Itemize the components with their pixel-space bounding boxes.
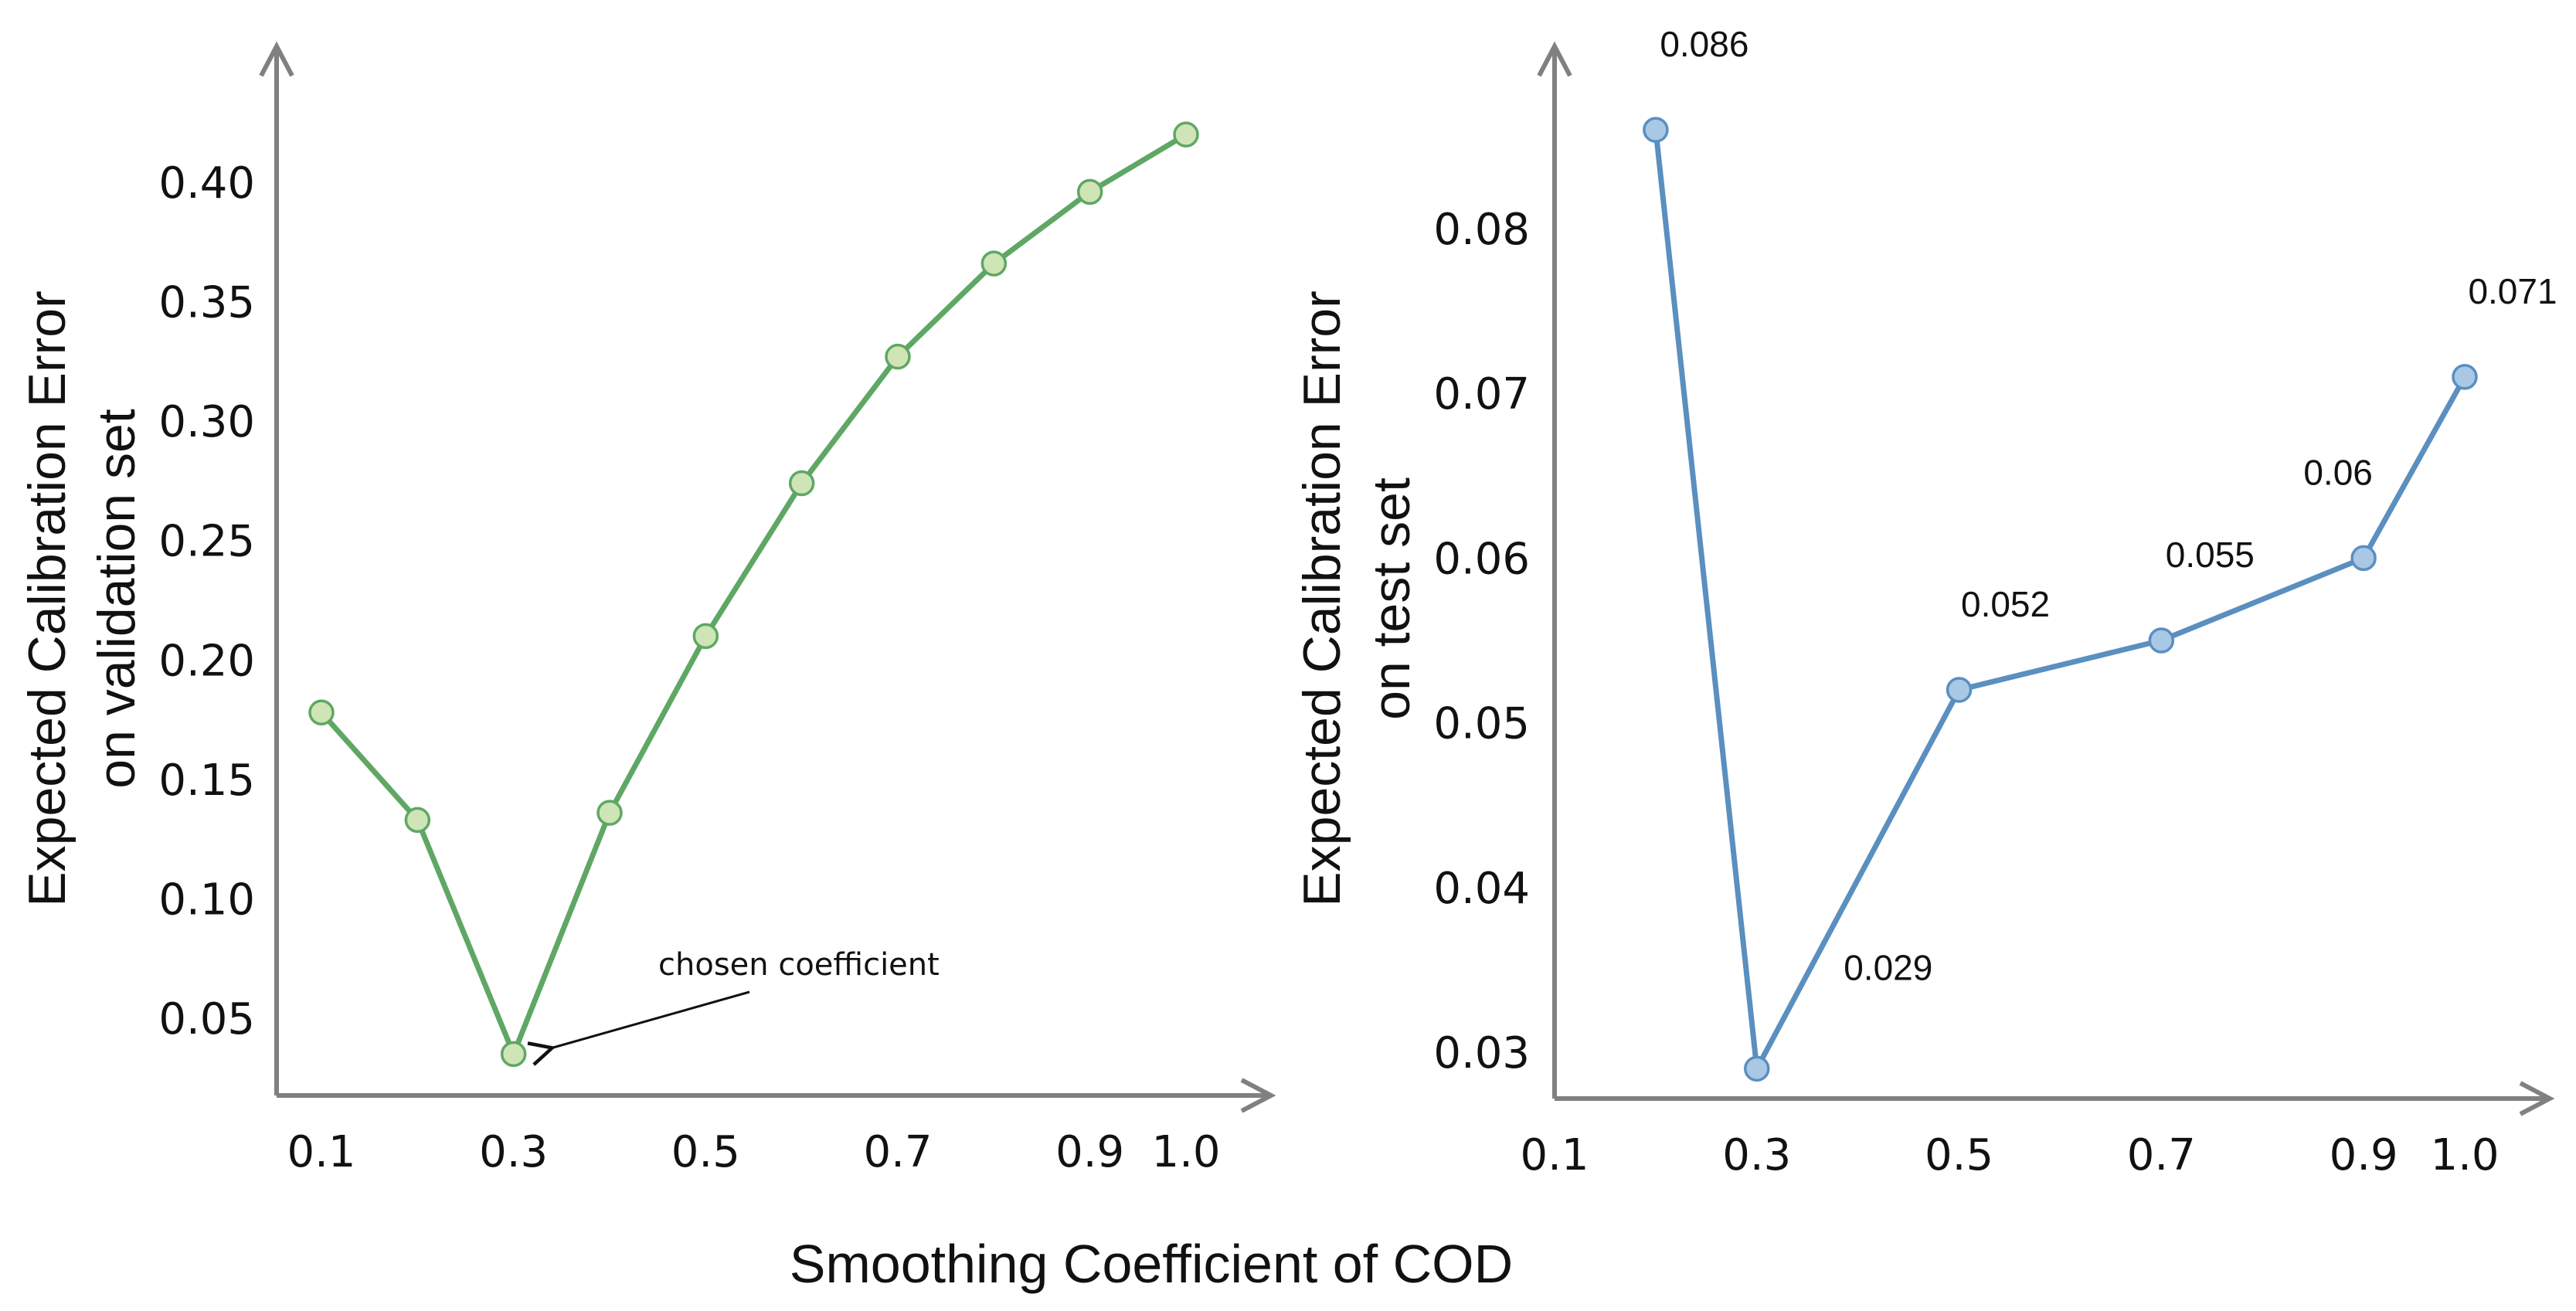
data-point xyxy=(980,250,1008,277)
data-point xyxy=(692,623,719,650)
chart-validation: 0.05 0.10 0.15 0.20 0.25 0.30 0.35 0.40 0.1 0.3 0.… xyxy=(18,41,1276,1177)
data-label: 0.086 xyxy=(1660,24,1748,64)
y-tick-label: 0.40 xyxy=(158,158,255,209)
data-point xyxy=(1076,178,1103,205)
x-tick-label: 0.3 xyxy=(479,1127,548,1177)
y-axis-arrow xyxy=(1537,41,1572,77)
y-tick-label: 0.03 xyxy=(1433,1028,1530,1078)
x-tick-label: 0.7 xyxy=(863,1127,932,1177)
series-line xyxy=(1653,129,2468,1072)
shared-x-axis-label: Smoothing Coefficient of COD xyxy=(790,1234,1513,1294)
data-point xyxy=(885,343,911,370)
data-point xyxy=(1744,1055,1770,1082)
data-point xyxy=(1946,677,1973,703)
x-tick-label: 0.7 xyxy=(2127,1130,2196,1180)
data-label: 0.029 xyxy=(1844,947,1932,987)
data-point xyxy=(788,470,815,497)
annotation-arrow xyxy=(552,990,750,1048)
data-label: 0.052 xyxy=(1961,584,2050,624)
data-label: 0.071 xyxy=(2468,271,2557,311)
y-axis-label: Expected Calibration Error xyxy=(1293,290,1351,906)
annotation-text: chosen coefficient xyxy=(658,947,940,983)
x-axis-arrow xyxy=(1240,1078,1276,1113)
data-point xyxy=(596,800,623,826)
y-axis-label: Expected Calibration Error xyxy=(18,290,76,906)
y-tick-label: 0.05 xyxy=(1433,699,1530,749)
x-tick-label: 0.3 xyxy=(1722,1130,1791,1180)
y-tick-label: 0.20 xyxy=(158,636,255,686)
x-tick-label: 1.0 xyxy=(1151,1127,1220,1177)
y-axis-arrow xyxy=(259,41,294,77)
y-tick-label: 0.30 xyxy=(158,397,255,447)
x-tick-label: 0.5 xyxy=(1925,1130,1993,1180)
y-tick-label: 0.05 xyxy=(158,994,255,1044)
y-axis-label: on validation set xyxy=(87,409,146,789)
data-point xyxy=(1173,121,1199,148)
x-tick-label: 0.1 xyxy=(287,1127,355,1177)
x-tick-label: 0.9 xyxy=(2330,1130,2398,1180)
x-tick-label: 0.9 xyxy=(1055,1127,1124,1177)
y-axis-label: on test set xyxy=(1362,477,1421,720)
data-point xyxy=(2452,364,2478,390)
data-label: 0.055 xyxy=(2166,535,2255,575)
data-label: 0.06 xyxy=(2303,452,2373,492)
y-tick-label: 0.06 xyxy=(1433,534,1530,584)
x-tick-label: 1.0 xyxy=(2430,1130,2499,1180)
y-tick-label: 0.04 xyxy=(1433,864,1530,914)
x-axis-arrow xyxy=(2519,1081,2555,1116)
x-tick-label: 0.5 xyxy=(671,1127,740,1177)
y-tick-label: 0.15 xyxy=(158,756,255,806)
y-tick-label: 0.10 xyxy=(158,875,255,925)
data-point xyxy=(2148,627,2175,654)
data-point xyxy=(500,1041,527,1068)
data-point xyxy=(1643,117,1669,143)
chart-test: 0.03 0.04 0.05 0.06 0.07 0.08 0.1 0.3 0.5 0.7 0.9 1… xyxy=(1293,24,2557,1180)
data-point xyxy=(308,699,335,726)
y-tick-label: 0.07 xyxy=(1433,369,1530,419)
y-tick-label: 0.25 xyxy=(158,517,255,567)
data-point xyxy=(2350,545,2377,572)
y-tick-label: 0.35 xyxy=(158,278,255,328)
y-tick-label: 0.08 xyxy=(1433,205,1530,255)
data-point xyxy=(404,807,431,834)
series-line xyxy=(319,132,1188,1057)
x-tick-label: 0.1 xyxy=(1520,1130,1589,1180)
